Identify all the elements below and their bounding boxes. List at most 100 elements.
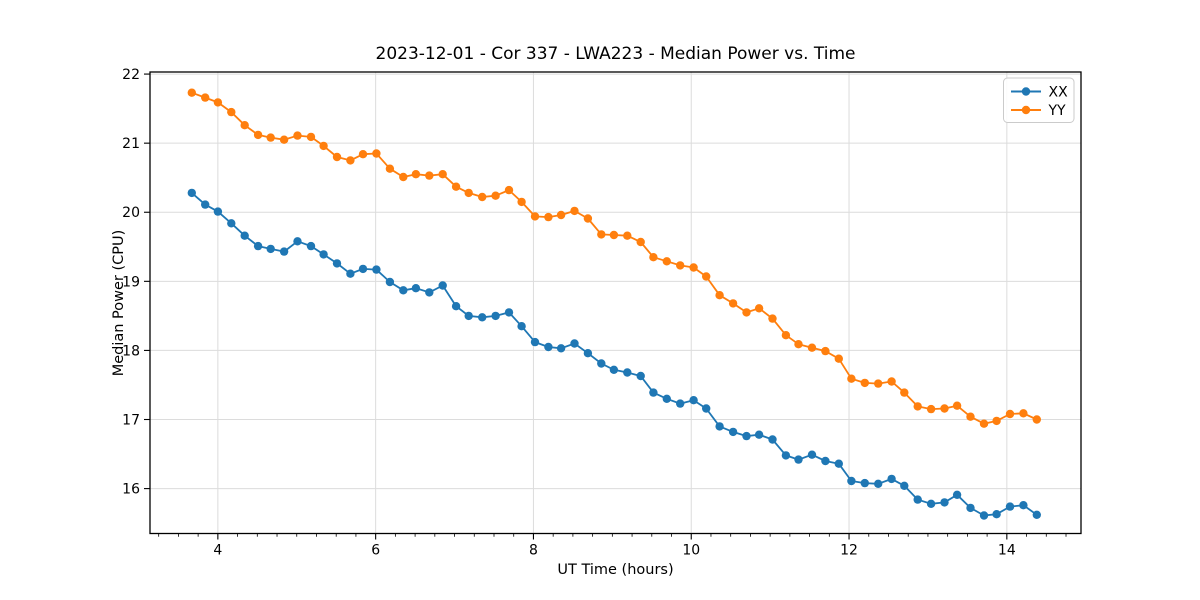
- data-point-XX: [992, 510, 1001, 519]
- data-point-YY: [900, 388, 909, 397]
- series-YY: [187, 88, 1042, 428]
- data-point-YY: [266, 133, 275, 142]
- data-point-XX: [385, 277, 395, 287]
- data-point-YY: [979, 419, 989, 428]
- data-point-YY: [913, 402, 922, 411]
- data-point-YY: [425, 171, 434, 180]
- data-point-XX: [530, 337, 540, 347]
- data-point-YY: [464, 188, 473, 198]
- legend-box: [1003, 77, 1075, 123]
- data-point-XX: [1019, 501, 1028, 510]
- data-point-YY: [319, 141, 328, 151]
- data-point-YY: [253, 130, 263, 140]
- data-point-YY: [293, 131, 302, 140]
- data-point-YY: [372, 149, 381, 158]
- data-point-XX: [689, 396, 698, 405]
- x-tick-label: 12: [840, 543, 858, 559]
- tick-labels: 4 6 8 10 12 14 16 17 18 19 20 21 22: [122, 67, 1016, 558]
- data-point-XX: [372, 265, 381, 274]
- data-point-XX: [966, 503, 975, 513]
- data-point-YY: [768, 314, 777, 323]
- data-point-XX: [926, 499, 936, 508]
- series-XX: [187, 188, 1042, 520]
- data-point-YY: [279, 135, 289, 144]
- data-point-YY: [926, 404, 936, 414]
- data-point-XX: [332, 259, 342, 268]
- data-point-XX: [609, 365, 619, 374]
- data-point-XX: [201, 200, 210, 209]
- data-point-XX: [187, 188, 196, 198]
- data-point-YY: [201, 93, 210, 102]
- data-point-XX: [597, 359, 606, 368]
- data-point-YY: [952, 401, 962, 410]
- data-point-YY: [636, 237, 645, 247]
- data-point-XX: [491, 311, 500, 321]
- data-point-XX: [425, 288, 434, 297]
- data-point-XX: [438, 281, 447, 290]
- data-point-XX: [728, 427, 738, 437]
- y-tick-label: 21: [122, 136, 140, 152]
- data-point-XX: [887, 474, 896, 484]
- data-point-YY: [715, 291, 724, 300]
- data-point-XX: [754, 430, 764, 439]
- data-point-YY: [728, 299, 738, 308]
- data-point-XX: [306, 241, 316, 251]
- data-point-YY: [556, 210, 566, 220]
- data-point-YY: [609, 230, 619, 240]
- axis-ticks: [144, 73, 1067, 540]
- data-point-YY: [662, 257, 671, 266]
- data-point-XX: [411, 284, 421, 293]
- data-point-XX: [847, 476, 856, 486]
- data-point-XX: [636, 371, 645, 381]
- data-point-YY: [438, 170, 447, 179]
- data-point-XX: [676, 399, 685, 408]
- data-point-XX: [979, 511, 989, 520]
- y-tick-label: 22: [122, 67, 140, 83]
- data-point-XX: [834, 459, 843, 468]
- data-point-YY: [702, 272, 711, 281]
- data-point-XX: [623, 368, 632, 377]
- x-tick-label: 8: [529, 543, 538, 559]
- data-point-XX: [358, 264, 368, 274]
- data-point-YY: [860, 378, 869, 388]
- legend-marker-XX: [1021, 87, 1031, 96]
- data-point-YY: [821, 346, 830, 356]
- data-point-YY: [213, 98, 223, 107]
- data-point-XX: [874, 479, 883, 488]
- data-point-YY: [478, 192, 487, 202]
- data-point-XX: [556, 344, 566, 353]
- data-point-YY: [517, 197, 526, 207]
- data-point-YY: [306, 132, 316, 142]
- data-point-YY: [649, 253, 658, 262]
- data-point-XX: [266, 244, 275, 254]
- data-point-XX: [570, 339, 579, 348]
- data-point-XX: [213, 207, 223, 216]
- data-point-XX: [583, 349, 593, 358]
- data-point-XX: [464, 311, 473, 321]
- data-point-YY: [451, 182, 461, 191]
- data-point-XX: [504, 308, 514, 317]
- data-point-XX: [900, 481, 909, 490]
- data-point-XX: [807, 450, 817, 459]
- data-point-YY: [332, 152, 342, 162]
- data-point-XX: [346, 269, 355, 278]
- data-point-YY: [742, 308, 751, 317]
- data-point-YY: [807, 343, 817, 352]
- x-tick-label: 10: [682, 543, 700, 559]
- data-point-YY: [874, 379, 883, 388]
- y-tick-label: 17: [122, 413, 140, 429]
- data-point-YY: [597, 230, 606, 239]
- data-point-XX: [821, 456, 830, 466]
- x-axis-label: UT Time (hours): [557, 562, 674, 578]
- data-point-YY: [504, 185, 514, 195]
- data-point-YY: [544, 212, 553, 222]
- data-point-XX: [913, 495, 922, 504]
- data-point-XX: [1005, 502, 1015, 511]
- data-point-YY: [847, 374, 856, 383]
- data-point-YY: [834, 354, 843, 363]
- data-point-YY: [570, 206, 579, 216]
- data-point-YY: [676, 261, 685, 270]
- grid-lines: [150, 72, 1081, 534]
- data-point-XX: [952, 490, 962, 499]
